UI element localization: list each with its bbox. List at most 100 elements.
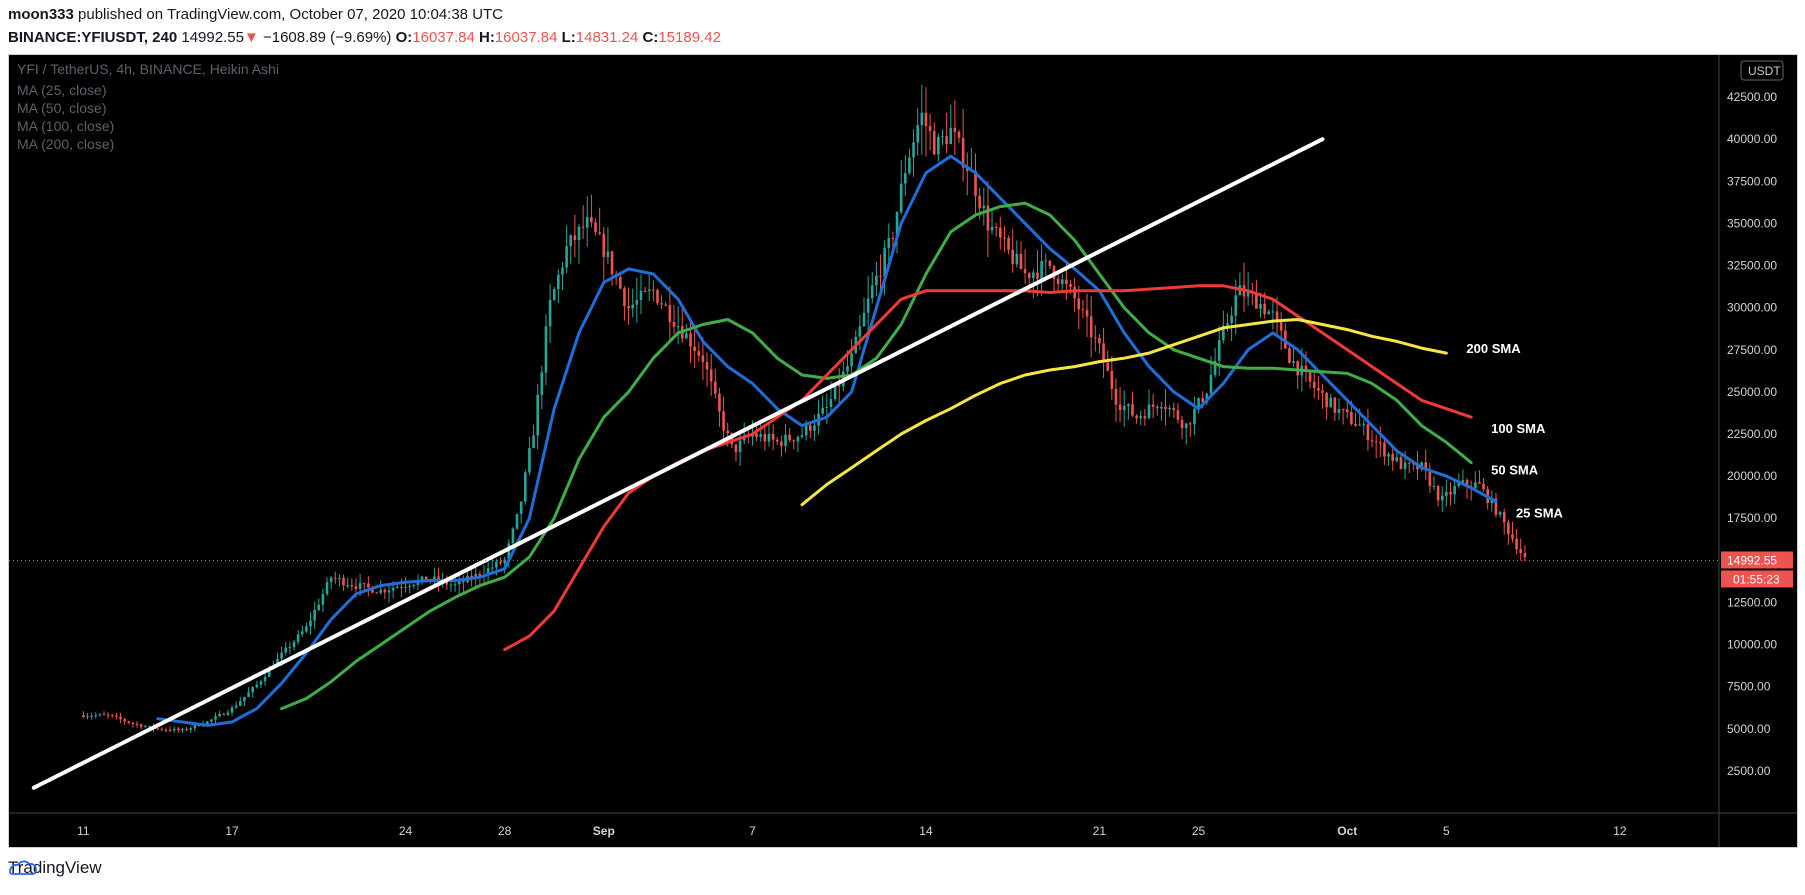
candle-body: [1383, 442, 1386, 457]
candle-body: [309, 620, 312, 627]
candle-body: [833, 384, 837, 400]
candle-body: [1407, 462, 1411, 464]
candle-body: [759, 434, 763, 437]
candle-body: [1453, 485, 1456, 495]
y-tick-label: 2500.00: [1727, 764, 1771, 778]
candle-body: [1189, 423, 1192, 425]
candle-body: [519, 501, 523, 514]
candle-body: [850, 353, 853, 367]
candle-body: [1044, 260, 1048, 262]
candle-body: [610, 251, 614, 275]
price-chart[interactable]: 25 SMA 50 SMA 100 SMA 200 SMA 2500.00 5000.00…: [9, 55, 1797, 847]
candle-body: [317, 604, 321, 610]
candle-body: [875, 275, 878, 286]
candle-body: [536, 394, 539, 436]
price-label: 14992.55: [1727, 553, 1777, 567]
ohlc-header: BINANCE:YFIUSDT, 240 14992.55▼ −1608.89 …: [8, 29, 721, 46]
candle-body: [734, 444, 738, 452]
candle-body: [1073, 287, 1076, 299]
candle-body: [714, 381, 717, 394]
change-arrow-icon: ▼: [243, 29, 259, 46]
y-tick-label: 42500.00: [1727, 90, 1777, 104]
legend-ma-3: MA (200, close): [17, 136, 114, 152]
candle-body: [503, 559, 506, 564]
candle-body: [1106, 362, 1109, 371]
candle-body: [701, 355, 705, 363]
candle-body: [961, 137, 965, 168]
candle-body: [1440, 495, 1444, 501]
x-tick-label: 17: [225, 824, 239, 838]
candle-body: [387, 590, 391, 593]
candle-body: [247, 692, 250, 697]
candle-body: [891, 237, 895, 239]
y-tick-label: 17500.00: [1727, 511, 1777, 525]
author-name[interactable]: moon333: [8, 6, 74, 23]
candle-body: [1027, 273, 1031, 279]
candle-body: [1230, 315, 1233, 324]
candle-body: [263, 677, 267, 682]
candle-body: [928, 126, 932, 132]
candle-body: [1374, 441, 1378, 443]
tradingview-brand[interactable]: TradingView: [8, 858, 102, 877]
candle-body: [627, 306, 630, 309]
candle-body: [540, 372, 544, 395]
chart-panel[interactable]: 25 SMA 50 SMA 100 SMA 200 SMA 2500.00 5000.00…: [8, 54, 1798, 848]
candle-body: [1114, 388, 1118, 405]
candle-body: [354, 586, 358, 589]
candle-body: [1424, 462, 1428, 471]
candle-body: [214, 716, 217, 720]
candle-body: [920, 112, 924, 126]
candle-body: [1019, 253, 1023, 270]
candle-body: [899, 183, 903, 213]
candle-body: [424, 576, 428, 582]
candle-body: [90, 715, 93, 717]
candle-body: [1279, 320, 1283, 331]
candle-body: [623, 288, 626, 307]
candle-body: [1164, 406, 1167, 410]
x-tick-label: 21: [1093, 824, 1107, 838]
candle-body: [813, 425, 816, 431]
candle-body: [718, 393, 721, 412]
candle-body: [771, 433, 775, 440]
candle-body: [110, 714, 114, 716]
candle-body: [177, 728, 180, 731]
candle-body: [1457, 482, 1461, 486]
candle-body: [1474, 482, 1477, 488]
candle-body: [804, 425, 808, 436]
candle-body: [1205, 393, 1209, 403]
candle-body: [86, 716, 89, 718]
candle-body: [788, 434, 791, 441]
candle-body: [123, 719, 126, 722]
candle-body: [404, 586, 407, 588]
candle-body: [705, 362, 709, 370]
low-value: 14831.24: [575, 29, 639, 46]
publish-info: moon333 published on TradingView.com, Oc…: [8, 6, 503, 23]
candle-body: [1131, 404, 1134, 416]
candle-body: [982, 205, 986, 209]
candle-body: [689, 333, 692, 347]
candle-body: [990, 227, 994, 231]
candle-body: [635, 300, 639, 305]
candle-body: [1498, 512, 1502, 515]
candle-body: [1436, 485, 1440, 501]
candle-body: [1354, 424, 1357, 426]
candle-body: [978, 195, 981, 209]
candle-body: [676, 326, 680, 328]
candle-body: [144, 726, 147, 728]
candle-body: [953, 127, 957, 132]
candle-body: [800, 435, 804, 438]
candle-body: [115, 715, 118, 717]
candle-body: [367, 583, 370, 588]
candle-body: [135, 723, 139, 725]
candle-body: [1197, 398, 1200, 409]
candle-body: [557, 274, 560, 290]
candle-body: [490, 567, 494, 569]
low-label: L:: [561, 29, 576, 46]
candle-body: [652, 289, 655, 291]
candle-body: [974, 170, 977, 196]
candle-body: [693, 346, 696, 352]
candle-body: [858, 326, 862, 337]
y-tick-label: 35000.00: [1727, 216, 1777, 230]
candle-body: [656, 290, 659, 304]
price-change: −1608.89 (−9.69%): [262, 29, 392, 46]
